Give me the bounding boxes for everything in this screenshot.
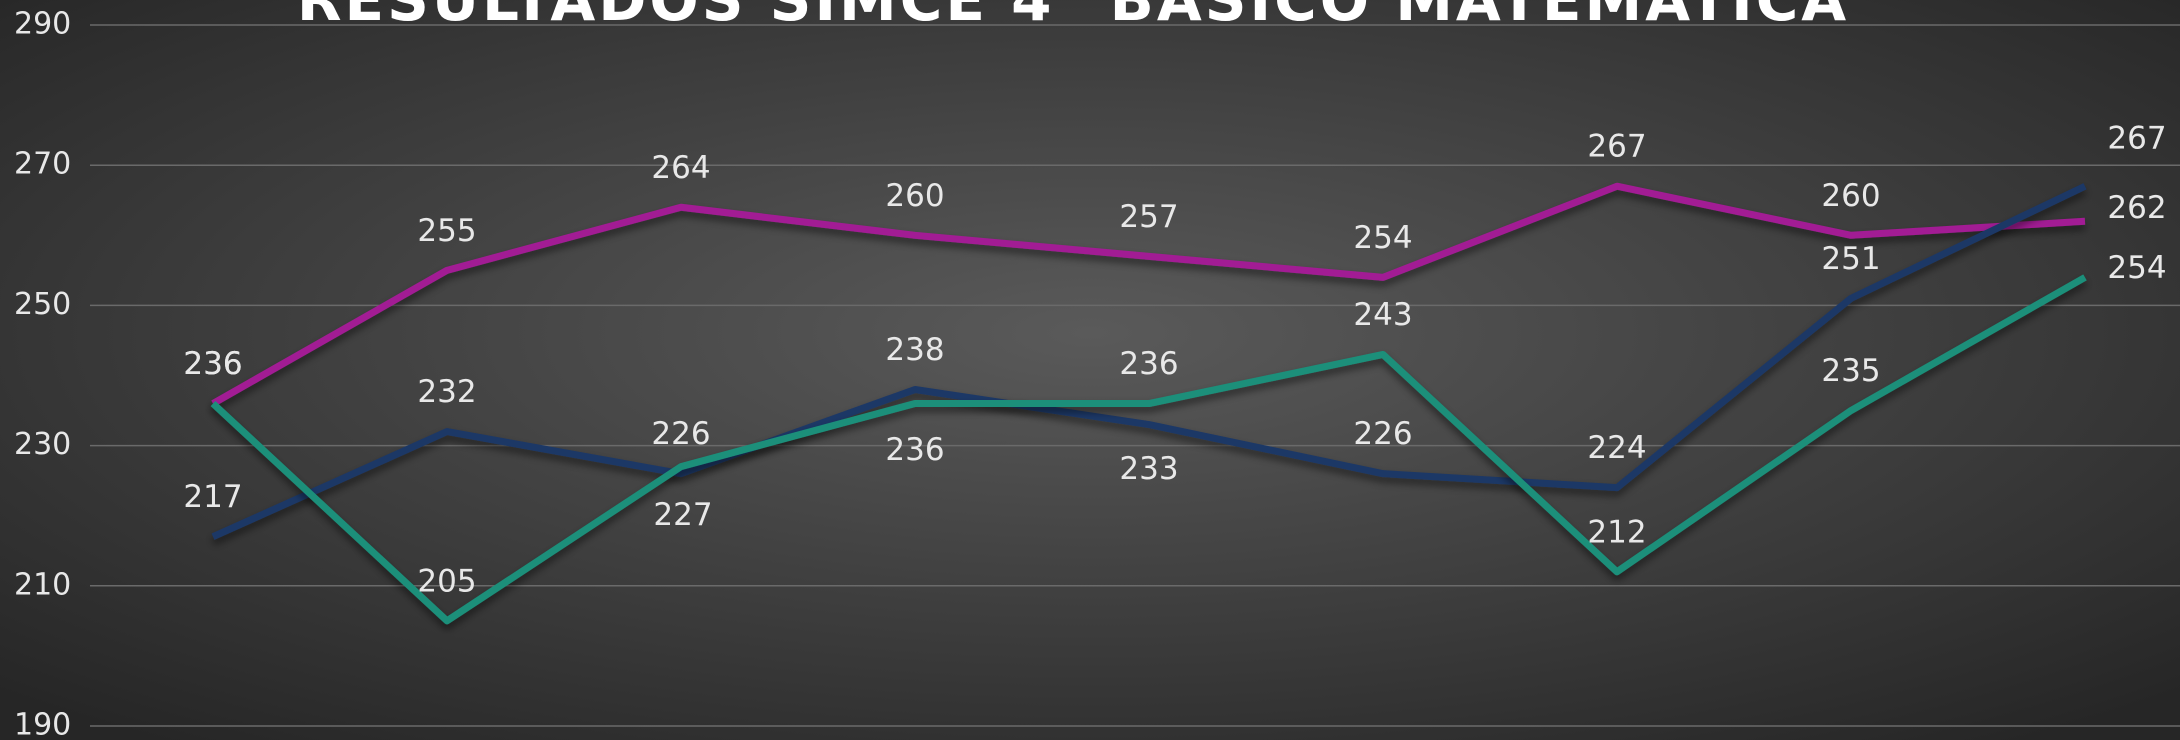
- data-label: 236: [1119, 346, 1178, 382]
- data-label: 224: [1587, 430, 1646, 466]
- data-label: 236: [183, 346, 242, 382]
- data-label: 251: [1821, 241, 1880, 277]
- data-label: 243: [1353, 297, 1412, 333]
- chart-title: RESULTADOS SIMCE 4° BÁSICO MATEMÁTICA: [297, 0, 1849, 34]
- data-label: 226: [651, 416, 710, 452]
- data-label: 262: [2107, 190, 2166, 226]
- data-label: 236: [183, 346, 242, 382]
- y-tick-label: 210: [14, 567, 71, 602]
- y-tick-label: 250: [14, 287, 71, 322]
- y-tick-label: 230: [14, 427, 71, 462]
- data-label: 226: [1353, 416, 1412, 452]
- data-label: 257: [1119, 199, 1178, 235]
- series-line: [210, 274, 2087, 625]
- data-label: 260: [1821, 178, 1880, 214]
- data-label: 235: [1821, 353, 1880, 389]
- data-label: 217: [183, 479, 242, 515]
- data-label: 227: [653, 497, 712, 533]
- series-line: [211, 182, 2086, 407]
- data-label: 254: [2107, 250, 2166, 286]
- data-label: 212: [1587, 514, 1646, 550]
- data-label: 205: [417, 563, 476, 599]
- data-label: 264: [651, 150, 710, 186]
- series-line: [211, 183, 2087, 540]
- y-tick-label: 190: [14, 708, 71, 740]
- data-label: 232: [417, 374, 476, 410]
- y-tick-label: 270: [14, 147, 71, 182]
- y-tick-label: 290: [14, 7, 71, 42]
- data-label: 233: [1119, 451, 1178, 487]
- data-label: 260: [885, 178, 944, 214]
- data-label: 236: [885, 432, 944, 468]
- data-label: 267: [2107, 121, 2166, 157]
- data-label: 254: [1353, 220, 1412, 256]
- data-label: 267: [1587, 129, 1646, 165]
- data-label: 255: [417, 213, 476, 249]
- data-label: 238: [885, 332, 944, 368]
